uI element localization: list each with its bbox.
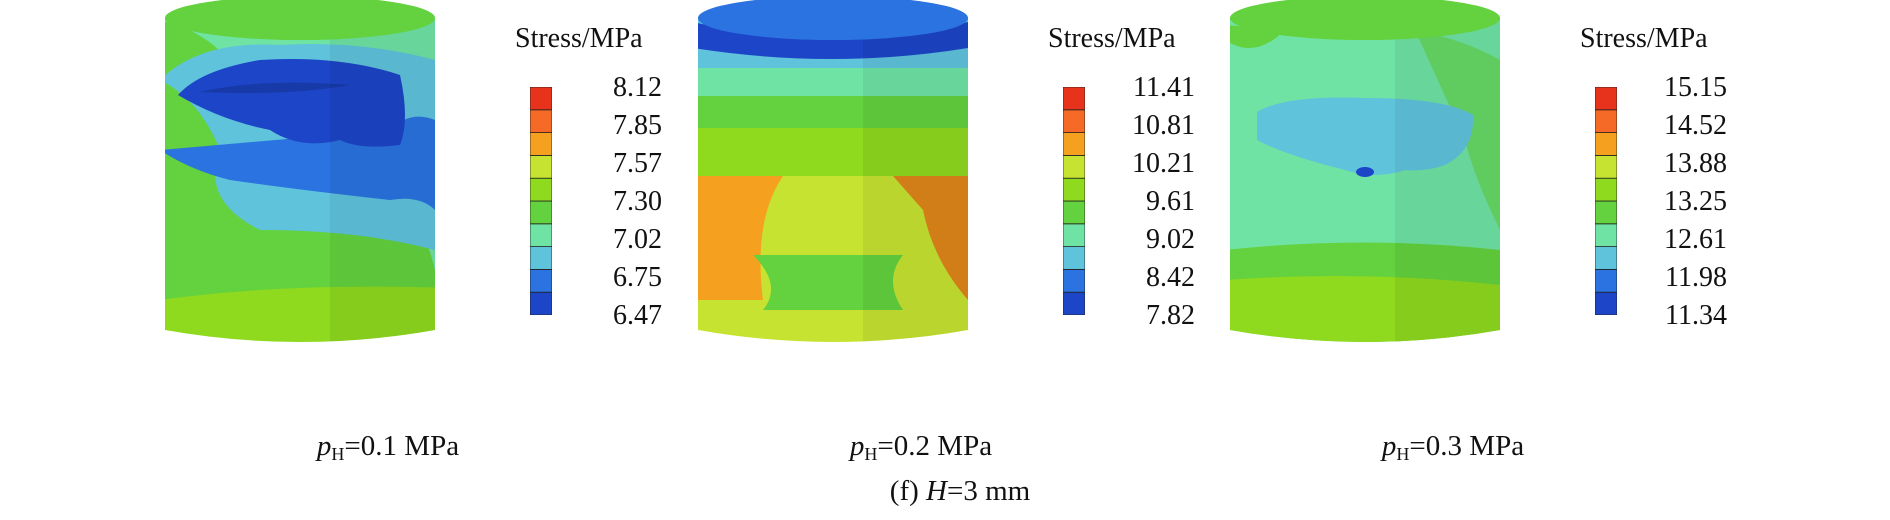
contour-panel-2: Stress/MPa 11.41 10.81 10.21 9.61 9.02 8… xyxy=(693,0,1253,520)
colorbar-swatch xyxy=(1595,200,1617,225)
colorbar-title: Stress/MPa xyxy=(1048,23,1176,54)
tick-label: 7.85 xyxy=(613,110,662,141)
colorbar-swatch xyxy=(1063,109,1085,133)
colorbar-swatch xyxy=(530,87,552,111)
colorbar-swatch xyxy=(1595,177,1617,202)
tick-label: 10.21 xyxy=(1132,148,1195,179)
colorbar-swatch xyxy=(1063,177,1085,202)
colorbar-swatch xyxy=(1063,223,1085,248)
caption-rest: =3 mm xyxy=(946,475,1031,507)
tick-label: 7.02 xyxy=(613,224,662,255)
colorbar-swatch xyxy=(1063,87,1085,111)
colorbar-title: Stress/MPa xyxy=(515,23,643,54)
colorbar xyxy=(530,87,552,315)
colorbar-swatch xyxy=(1063,291,1085,315)
tick-label: 11.34 xyxy=(1665,300,1727,331)
colorbar-swatch xyxy=(1595,87,1617,111)
tick-label: 9.02 xyxy=(1146,224,1195,255)
tick-label: 11.41 xyxy=(1133,72,1195,103)
colorbar-swatch xyxy=(530,200,552,225)
colorbar-swatch xyxy=(1063,155,1085,179)
label-rest: =0.1 MPa xyxy=(344,430,460,462)
label-rest: =0.3 MPa xyxy=(1409,430,1525,462)
colorbar-title: Stress/MPa xyxy=(1580,23,1708,54)
tick-label: 13.25 xyxy=(1664,186,1727,217)
stress-contour-cylinder xyxy=(1230,0,1500,342)
colorbar-swatch xyxy=(1595,246,1617,270)
label-sub: H xyxy=(1396,444,1410,464)
caption-prefix: (f) xyxy=(889,475,927,507)
tick-label: 13.88 xyxy=(1664,148,1727,179)
colorbar-swatch xyxy=(530,246,552,270)
colorbar-swatch xyxy=(530,132,552,156)
tick-label: 11.98 xyxy=(1665,262,1727,293)
stress-contour-cylinder xyxy=(698,0,968,342)
figure-caption: (f) H=3 mm xyxy=(700,475,1220,508)
label-sub: H xyxy=(864,444,878,464)
stress-contour-cylinder xyxy=(165,0,435,342)
colorbar xyxy=(1595,87,1617,315)
tick-label: 8.12 xyxy=(613,72,662,103)
tick-label: 7.57 xyxy=(613,148,662,179)
colorbar-swatch xyxy=(530,155,552,179)
colorbar-swatch xyxy=(530,268,552,293)
label-var: p xyxy=(316,430,332,462)
label-sub: H xyxy=(331,444,345,464)
contour-panel-1: Stress/MPa 8.12 7.85 7.57 7.30 7.02 6.75… xyxy=(160,0,720,520)
cylinder-top-face xyxy=(1230,0,1500,40)
tick-label: 6.75 xyxy=(613,262,662,293)
caption-var: H xyxy=(926,475,947,507)
tick-label: 12.61 xyxy=(1664,224,1727,255)
tick-label: 14.52 xyxy=(1664,110,1727,141)
pressure-label: pH=0.2 MPa xyxy=(771,430,1071,465)
colorbar-swatch xyxy=(1595,223,1617,248)
tick-label: 7.82 xyxy=(1146,300,1195,331)
colorbar-swatch xyxy=(1595,291,1617,315)
label-var: p xyxy=(1381,430,1397,462)
colorbar-swatch xyxy=(1595,155,1617,179)
tick-label: 9.61 xyxy=(1146,186,1195,217)
cylinder-top-face xyxy=(698,0,968,40)
colorbar-swatch xyxy=(1063,268,1085,293)
contour-panel-3: Stress/MPa 15.15 14.52 13.88 13.25 12.61… xyxy=(1225,0,1785,520)
tick-label: 7.30 xyxy=(613,186,662,217)
tick-label: 6.47 xyxy=(613,300,662,331)
colorbar-swatch xyxy=(530,177,552,202)
tick-label: 8.42 xyxy=(1146,262,1195,293)
colorbar-swatch xyxy=(1595,109,1617,133)
colorbar-swatch xyxy=(530,109,552,133)
colorbar-swatch xyxy=(1595,268,1617,293)
colorbar-swatch xyxy=(1063,200,1085,225)
colorbar xyxy=(1063,87,1085,315)
tick-label: 10.81 xyxy=(1132,110,1195,141)
colorbar-swatch xyxy=(530,223,552,248)
colorbar-swatch xyxy=(1595,132,1617,156)
colorbar-swatch xyxy=(530,291,552,315)
pressure-label: pH=0.1 MPa xyxy=(238,430,538,465)
pressure-label: pH=0.3 MPa xyxy=(1303,430,1603,465)
colorbar-swatch xyxy=(1063,246,1085,270)
colorbar-swatch xyxy=(1063,132,1085,156)
label-rest: =0.2 MPa xyxy=(877,430,993,462)
tick-label: 15.15 xyxy=(1664,72,1727,103)
cylinder-top-face xyxy=(165,0,435,40)
label-var: p xyxy=(849,430,865,462)
